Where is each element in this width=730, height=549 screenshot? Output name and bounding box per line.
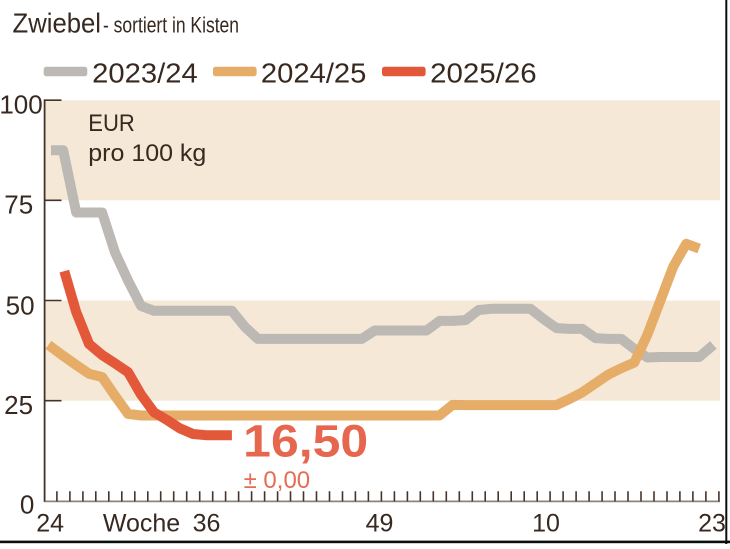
svg-text:Zwiebel: Zwiebel (13, 8, 102, 39)
svg-text:100: 100 (0, 90, 43, 120)
svg-text:0: 0 (20, 490, 34, 520)
svg-text:50: 50 (6, 291, 35, 321)
svg-text:36: 36 (193, 510, 221, 538)
svg-text:± 0,00: ± 0,00 (244, 467, 311, 494)
svg-text:75: 75 (4, 190, 33, 220)
svg-text:- sortiert in Kisten: - sortiert in Kisten (103, 13, 239, 38)
svg-text:24: 24 (36, 510, 64, 538)
svg-text:25: 25 (4, 390, 33, 420)
svg-text:2023/24: 2023/24 (92, 58, 198, 89)
svg-text:16,50: 16,50 (243, 416, 368, 467)
svg-text:10: 10 (532, 510, 560, 538)
svg-text:2024/25: 2024/25 (261, 58, 367, 89)
svg-text:49: 49 (366, 510, 394, 538)
svg-text:Woche: Woche (103, 510, 180, 538)
svg-text:EUR: EUR (88, 110, 135, 137)
svg-text:23: 23 (698, 510, 726, 538)
svg-text:2025/26: 2025/26 (430, 58, 536, 89)
svg-text:pro 100 kg: pro 100 kg (88, 140, 206, 167)
